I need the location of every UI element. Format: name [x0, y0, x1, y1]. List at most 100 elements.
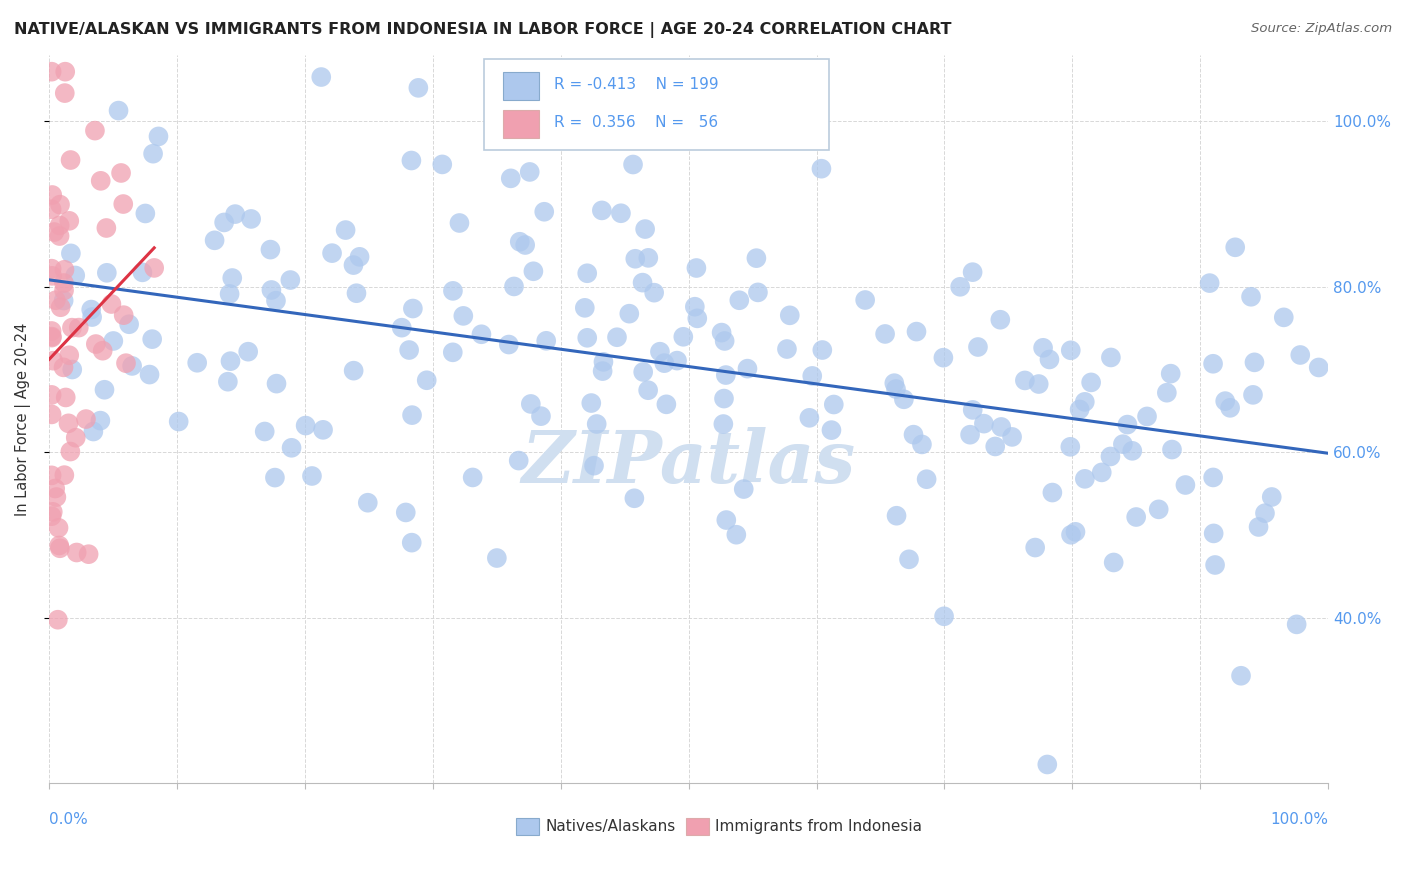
- Point: [1125, 510, 1147, 524]
- Point: [107, 103, 129, 118]
- Point: [82, 425, 104, 439]
- Point: [637, 383, 659, 397]
- Point: [48, 229, 70, 244]
- Text: NATIVE/ALASKAN VS IMMIGRANTS FROM INDONESIA IN LABOR FORCE | AGE 20-24 CORRELATI: NATIVE/ALASKAN VS IMMIGRANTS FROM INDONE…: [14, 22, 952, 38]
- Point: [1099, 351, 1122, 365]
- Point: [949, 280, 972, 294]
- Point: [49, 300, 72, 314]
- Point: [853, 293, 876, 307]
- Point: [342, 258, 364, 272]
- Point: [103, 334, 125, 348]
- Point: [1261, 490, 1284, 504]
- Point: [1225, 240, 1247, 254]
- Point: [610, 206, 633, 220]
- Point: [711, 417, 734, 431]
- Point: [962, 403, 984, 417]
- Point: [683, 300, 706, 314]
- Point: [224, 207, 246, 221]
- Point: [737, 361, 759, 376]
- Point: [522, 264, 544, 278]
- Point: [582, 458, 605, 473]
- Point: [55, 391, 77, 405]
- Point: [294, 418, 316, 433]
- Point: [733, 482, 755, 496]
- Point: [58, 417, 80, 431]
- Point: [823, 397, 845, 411]
- Point: [581, 396, 603, 410]
- Point: [398, 343, 420, 357]
- Point: [357, 496, 380, 510]
- Point: [59, 246, 82, 260]
- Point: [260, 283, 283, 297]
- Point: [253, 425, 276, 439]
- Point: [401, 153, 423, 168]
- Point: [621, 157, 644, 171]
- Point: [217, 375, 239, 389]
- Point: [631, 276, 654, 290]
- Point: [66, 545, 89, 559]
- Point: [60, 320, 83, 334]
- Point: [1028, 377, 1050, 392]
- Point: [41, 330, 63, 344]
- Point: [1289, 348, 1312, 362]
- Point: [1308, 360, 1330, 375]
- Point: [453, 309, 475, 323]
- Point: [1202, 526, 1225, 541]
- Point: [41, 64, 63, 78]
- Text: R =  0.356    N =   56: R = 0.356 N = 56: [554, 115, 718, 130]
- Point: [138, 368, 160, 382]
- Point: [1285, 617, 1308, 632]
- Point: [65, 268, 87, 283]
- Point: [461, 470, 484, 484]
- Point: [82, 310, 104, 324]
- Point: [391, 320, 413, 334]
- Point: [508, 453, 530, 467]
- Point: [48, 521, 70, 535]
- Point: [110, 166, 132, 180]
- Point: [591, 203, 613, 218]
- Point: [1102, 556, 1125, 570]
- Point: [204, 233, 226, 247]
- Point: [238, 344, 260, 359]
- Text: Immigrants from Indonesia: Immigrants from Indonesia: [716, 819, 922, 834]
- Point: [747, 285, 769, 300]
- Point: [932, 351, 955, 365]
- Point: [1121, 443, 1143, 458]
- Point: [41, 509, 63, 524]
- Point: [75, 412, 97, 426]
- Point: [41, 388, 63, 402]
- Point: [67, 320, 90, 334]
- Point: [52, 276, 75, 290]
- Point: [810, 161, 832, 176]
- Bar: [503, 110, 538, 137]
- Point: [1219, 401, 1241, 415]
- Point: [80, 302, 103, 317]
- Point: [710, 326, 733, 340]
- Point: [1099, 450, 1122, 464]
- Point: [1036, 757, 1059, 772]
- Point: [623, 491, 645, 506]
- Point: [46, 613, 69, 627]
- Point: [53, 262, 76, 277]
- Bar: [516, 818, 538, 835]
- Point: [53, 468, 76, 483]
- Point: [45, 490, 67, 504]
- Point: [893, 392, 915, 407]
- Point: [576, 266, 599, 280]
- Point: [666, 353, 689, 368]
- Point: [312, 423, 335, 437]
- Point: [1074, 395, 1097, 409]
- Point: [449, 216, 471, 230]
- Point: [115, 356, 138, 370]
- Point: [519, 165, 541, 179]
- Point: [1247, 520, 1270, 534]
- Point: [401, 535, 423, 549]
- Point: [441, 284, 464, 298]
- Point: [402, 301, 425, 316]
- Point: [686, 311, 709, 326]
- Point: [264, 470, 287, 484]
- Point: [48, 539, 70, 553]
- Point: [1116, 417, 1139, 432]
- Point: [959, 427, 981, 442]
- Point: [432, 157, 454, 171]
